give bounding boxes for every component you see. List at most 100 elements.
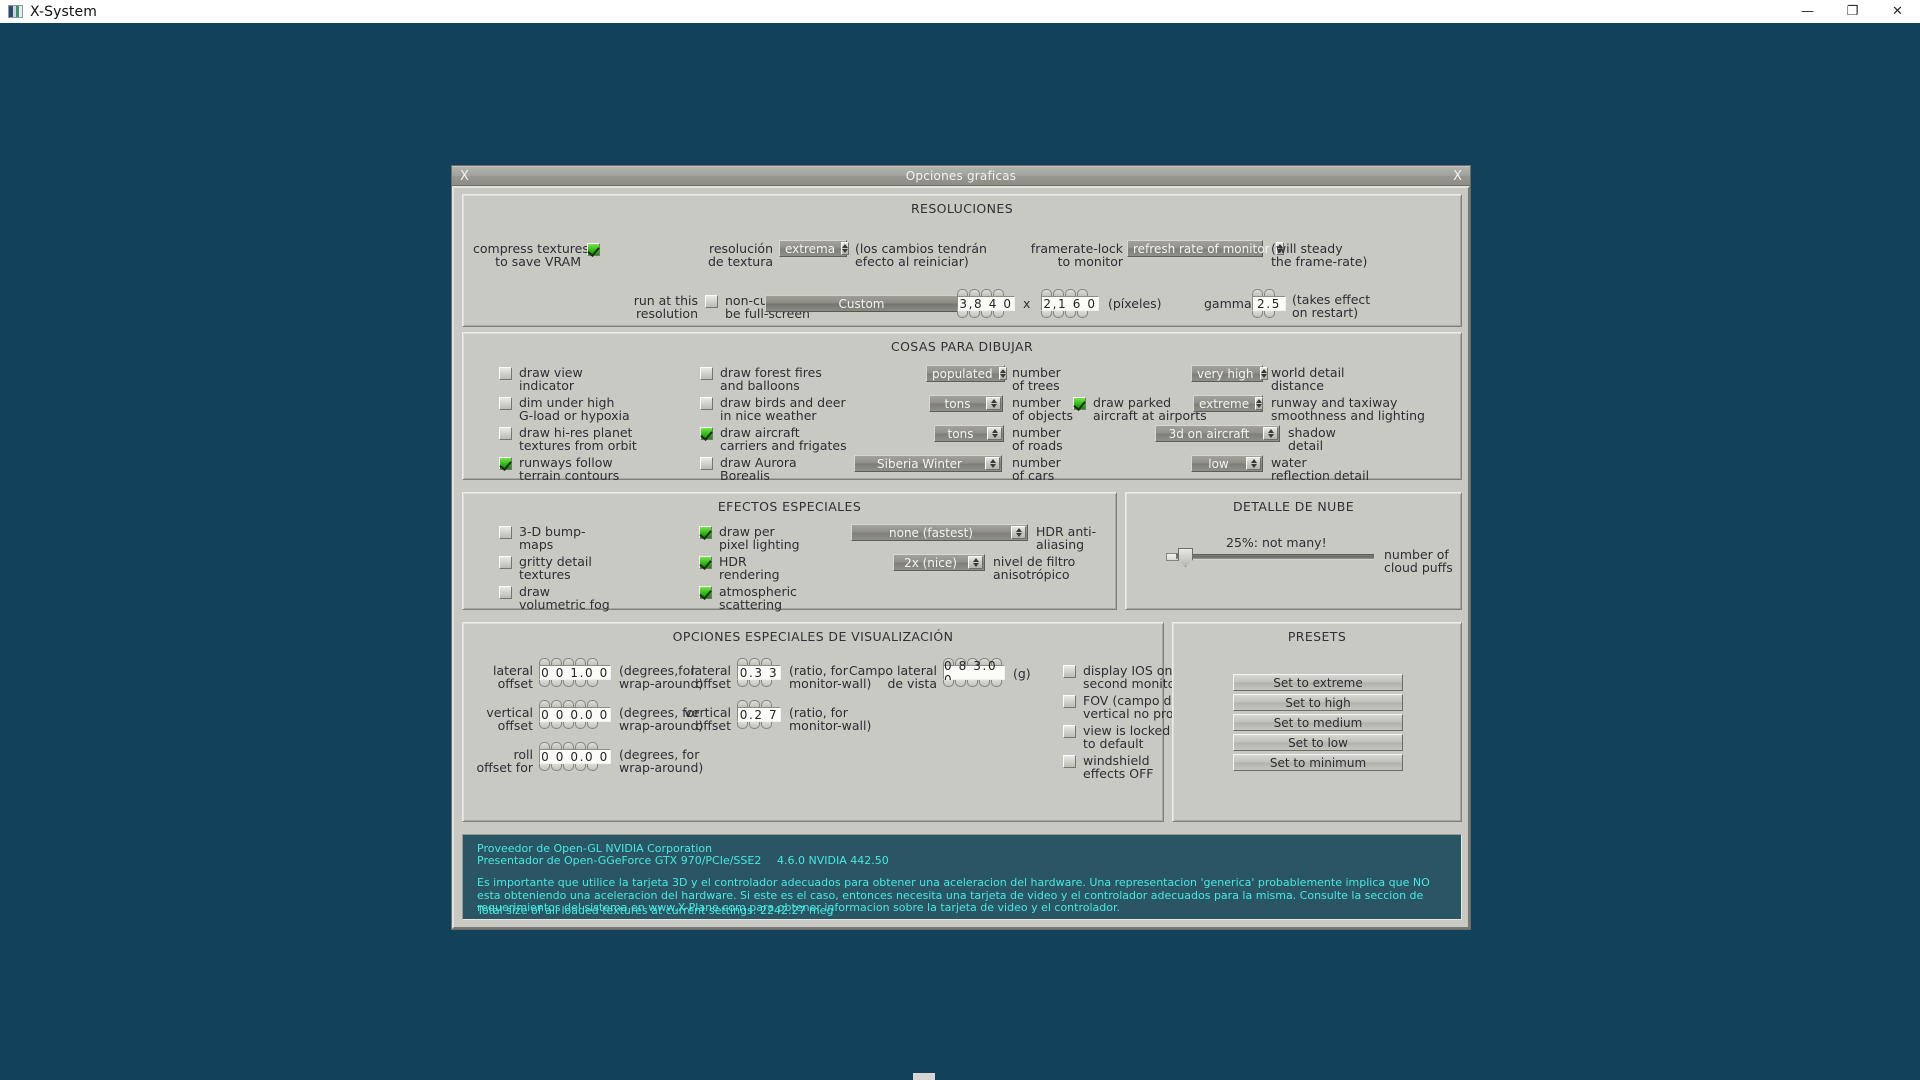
objects-dropdown[interactable]: tons: [929, 395, 1003, 412]
minimize-button[interactable]: —: [1801, 4, 1814, 19]
compress-textures-checkbox[interactable]: [587, 243, 600, 256]
lateral-offset-deg-field[interactable]: 0 0 1.0 0: [539, 658, 611, 687]
checkbox-runways-follow-terrain[interactable]: [499, 457, 512, 470]
fov-value: 0 8 3.0 0: [943, 659, 1005, 687]
spinner-down-carets[interactable]: [539, 764, 598, 771]
vertical-offset-ratio-field[interactable]: 0.2 7: [737, 700, 781, 729]
chevron-updown-icon[interactable]: [1275, 242, 1284, 255]
checkbox-fov-vertical[interactable]: [1063, 695, 1076, 708]
checkbox-aircraft-carriers[interactable]: [700, 427, 713, 440]
label-display-ios: display IOS on second monitor: [1083, 663, 1181, 691]
cloud-puffs-label: number of cloud puffs: [1384, 547, 1453, 575]
draw-things-panel: COSAS PARA DIBUJAR draw view indicator di…: [462, 332, 1462, 483]
framerate-lock-dropdown[interactable]: refresh rate of monitor: [1127, 240, 1284, 257]
spinner-up-carets[interactable]: [957, 289, 1004, 296]
gamma-field[interactable]: 2.5: [1252, 289, 1286, 318]
run-at-resolution-checkbox[interactable]: [705, 295, 718, 308]
spinner-up-carets[interactable]: [1041, 289, 1088, 296]
set-to-minimum-button[interactable]: Set to minimum: [1233, 754, 1403, 771]
fov-field[interactable]: 0 8 3.0 0: [943, 658, 1005, 687]
checkbox-birds-and-deer[interactable]: [700, 397, 713, 410]
maximize-button[interactable]: ❐: [1846, 4, 1859, 19]
dialog-close-right-icon[interactable]: X: [1453, 169, 1462, 184]
resolutions-panel: RESOLUCIONES compress textures to save V…: [462, 194, 1462, 327]
roads-label: number of roads: [1012, 425, 1063, 453]
spinner-down-carets[interactable]: [1252, 311, 1275, 318]
label-forest-fires: draw forest fires and balloons: [720, 365, 822, 393]
checkbox-volumetric-fog[interactable]: [499, 586, 512, 599]
checkbox-draw-view-indicator[interactable]: [499, 367, 512, 380]
spinner-up-carets[interactable]: [943, 658, 1002, 665]
cloud-slider-track[interactable]: [1176, 554, 1374, 560]
checkbox-hdr-rendering[interactable]: [699, 556, 712, 569]
spinner-up-carets[interactable]: [737, 658, 772, 665]
resolution-height-field[interactable]: 2,1 6 0: [1041, 289, 1099, 318]
lateral-offset-ratio-field[interactable]: 0.3 3: [737, 658, 781, 687]
chevron-updown-icon[interactable]: [986, 397, 1001, 410]
chevron-updown-icon[interactable]: [985, 457, 1000, 470]
spinner-down-carets[interactable]: [1041, 311, 1088, 318]
checkbox-view-locked[interactable]: [1063, 725, 1076, 738]
spinner-down-carets[interactable]: [737, 722, 772, 729]
spinner-up-carets[interactable]: [1252, 289, 1275, 296]
set-to-extreme-button[interactable]: Set to extreme: [1233, 674, 1403, 691]
runway-smoothness-dropdown[interactable]: extreme: [1193, 395, 1264, 412]
spinner-down-carets[interactable]: [539, 680, 598, 687]
spinner-up-carets[interactable]: [539, 658, 598, 665]
texture-resolution-dropdown[interactable]: extrema: [779, 240, 850, 257]
spinner-up-carets[interactable]: [539, 700, 598, 707]
lateral-offset-deg-value: 0 0 1.0 0: [539, 665, 611, 680]
runway-smoothness-label: runway and taxiway smoothness and lightin…: [1271, 395, 1425, 423]
dialog-close-left-icon[interactable]: X: [460, 169, 469, 184]
chevron-updown-icon[interactable]: [1255, 397, 1264, 410]
label-runways-follow-terrain: runways follow terrain contours: [519, 455, 620, 483]
resolution-height-value: 2,1 6 0: [1041, 296, 1099, 311]
chevron-updown-icon[interactable]: [1263, 427, 1278, 440]
chevron-updown-icon[interactable]: [998, 367, 1007, 380]
vertical-offset-deg-field[interactable]: 0 0 0.0 0: [539, 700, 611, 729]
resolution-width-field[interactable]: 3,8 4 0: [957, 289, 1015, 318]
hdr-antialiasing-dropdown[interactable]: none (fastest): [851, 524, 1028, 541]
cloud-slider-thumb[interactable]: [1178, 548, 1193, 567]
checkbox-hi-res-planet[interactable]: [499, 427, 512, 440]
fov-note: (g): [1013, 666, 1031, 681]
spinner-down-carets[interactable]: [737, 680, 772, 687]
chevron-updown-icon[interactable]: [987, 427, 1002, 440]
resolution-mode-bar[interactable]: Custom: [765, 295, 957, 312]
chevron-updown-icon[interactable]: [841, 242, 850, 255]
checkbox-parked-aircraft[interactable]: [1073, 397, 1086, 410]
set-to-high-button[interactable]: Set to high: [1233, 694, 1403, 711]
anisotropic-filter-dropdown[interactable]: 2x (nice): [893, 554, 985, 571]
chevron-updown-icon[interactable]: [968, 556, 983, 569]
checkbox-dim-under-high-g[interactable]: [499, 397, 512, 410]
checkbox-gritty-detail[interactable]: [499, 556, 512, 569]
spinner-up-carets[interactable]: [737, 700, 772, 707]
checkbox-aurora-borealis[interactable]: [700, 457, 713, 470]
checkbox-atmospheric-scattering[interactable]: [699, 586, 712, 599]
chevron-updown-icon[interactable]: [1246, 457, 1261, 470]
hdr-antialiasing-value: none (fastest): [889, 525, 973, 540]
shadow-detail-dropdown[interactable]: 3d on aircraft: [1155, 425, 1280, 442]
cars-dropdown[interactable]: Siberia Winter: [854, 455, 1002, 472]
close-button[interactable]: ✕: [1892, 4, 1903, 19]
spinner-down-carets[interactable]: [539, 722, 598, 729]
times-label: x: [1023, 296, 1031, 311]
spinner-down-carets[interactable]: [943, 680, 1002, 687]
trees-dropdown[interactable]: populated: [926, 365, 1007, 382]
spinner-up-carets[interactable]: [539, 742, 598, 749]
checkbox-forest-fires[interactable]: [700, 367, 713, 380]
spinner-down-carets[interactable]: [957, 311, 1004, 318]
checkbox-display-ios[interactable]: [1063, 665, 1076, 678]
dialog-titlebar: X Opciones graficas X: [452, 166, 1470, 186]
world-detail-dropdown[interactable]: very high: [1191, 365, 1268, 382]
chevron-updown-icon[interactable]: [1259, 367, 1268, 380]
chevron-updown-icon[interactable]: [1011, 526, 1026, 539]
roads-dropdown[interactable]: tons: [934, 425, 1004, 442]
checkbox-per-pixel-lighting[interactable]: [699, 526, 712, 539]
water-reflection-dropdown[interactable]: low: [1191, 455, 1263, 472]
set-to-medium-button[interactable]: Set to medium: [1233, 714, 1403, 731]
set-to-low-button[interactable]: Set to low: [1233, 734, 1403, 751]
checkbox-windshield-off[interactable]: [1063, 755, 1076, 768]
roll-offset-field[interactable]: 0 0 0.0 0: [539, 742, 611, 771]
checkbox-3d-bump-maps[interactable]: [499, 526, 512, 539]
